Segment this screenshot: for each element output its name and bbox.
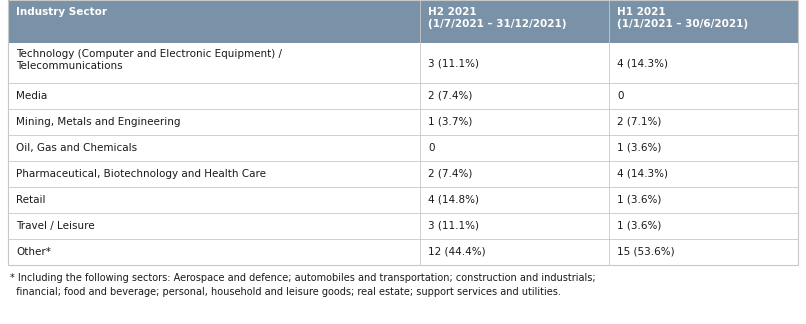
Bar <box>8 239 421 265</box>
Bar <box>609 43 798 83</box>
Text: 2 (7.4%): 2 (7.4%) <box>428 91 473 101</box>
Bar <box>8 109 421 135</box>
Bar <box>8 83 421 109</box>
Bar <box>8 135 421 161</box>
Bar <box>8 187 421 213</box>
Text: * Including the following sectors: Aerospace and defence; automobiles and transp: * Including the following sectors: Aeros… <box>10 273 596 283</box>
Bar <box>421 161 609 187</box>
Bar <box>609 161 798 187</box>
Text: 1 (3.6%): 1 (3.6%) <box>617 221 662 231</box>
Bar <box>609 239 798 265</box>
Text: 4 (14.3%): 4 (14.3%) <box>617 169 668 179</box>
Text: 0: 0 <box>617 91 624 101</box>
Bar <box>421 213 609 239</box>
Text: Technology (Computer and Electronic Equipment) /
Telecommunications: Technology (Computer and Electronic Equi… <box>16 49 282 71</box>
Text: 2 (7.1%): 2 (7.1%) <box>617 117 662 127</box>
Bar <box>8 161 421 187</box>
Bar <box>609 83 798 109</box>
Text: 4 (14.3%): 4 (14.3%) <box>617 58 668 68</box>
Bar <box>421 43 609 83</box>
Bar <box>421 135 609 161</box>
Text: financial; food and beverage; personal, household and leisure goods; real estate: financial; food and beverage; personal, … <box>10 287 561 297</box>
Text: 3 (11.1%): 3 (11.1%) <box>428 221 480 231</box>
Bar <box>609 109 798 135</box>
Text: 2 (7.4%): 2 (7.4%) <box>428 169 473 179</box>
Bar <box>8 43 421 83</box>
Text: Other*: Other* <box>16 247 51 257</box>
Bar <box>421 83 609 109</box>
Text: Oil, Gas and Chemicals: Oil, Gas and Chemicals <box>16 143 137 153</box>
Text: Mining, Metals and Engineering: Mining, Metals and Engineering <box>16 117 181 127</box>
Text: 12 (44.4%): 12 (44.4%) <box>428 247 486 257</box>
Bar <box>609 187 798 213</box>
Text: 3 (11.1%): 3 (11.1%) <box>428 58 480 68</box>
Bar <box>609 213 798 239</box>
Text: H1 2021
(1/1/2021 – 30/6/2021): H1 2021 (1/1/2021 – 30/6/2021) <box>617 7 748 29</box>
Bar <box>421 239 609 265</box>
Text: Pharmaceutical, Biotechnology and Health Care: Pharmaceutical, Biotechnology and Health… <box>16 169 266 179</box>
Text: 4 (14.8%): 4 (14.8%) <box>428 195 480 205</box>
Text: H2 2021
(1/7/2021 – 31/12/2021): H2 2021 (1/7/2021 – 31/12/2021) <box>428 7 567 29</box>
Text: 15 (53.6%): 15 (53.6%) <box>617 247 675 257</box>
Text: Travel / Leisure: Travel / Leisure <box>16 221 94 231</box>
Text: Industry Sector: Industry Sector <box>16 7 107 17</box>
Bar <box>421 109 609 135</box>
Bar <box>421 0 609 43</box>
Text: 1 (3.7%): 1 (3.7%) <box>428 117 473 127</box>
Bar <box>421 187 609 213</box>
Bar <box>609 0 798 43</box>
Bar <box>8 213 421 239</box>
Text: Retail: Retail <box>16 195 45 205</box>
Text: 0: 0 <box>428 143 435 153</box>
Text: Media: Media <box>16 91 48 101</box>
Text: 1 (3.6%): 1 (3.6%) <box>617 143 662 153</box>
Bar <box>8 0 421 43</box>
Bar <box>609 135 798 161</box>
Text: 1 (3.6%): 1 (3.6%) <box>617 195 662 205</box>
